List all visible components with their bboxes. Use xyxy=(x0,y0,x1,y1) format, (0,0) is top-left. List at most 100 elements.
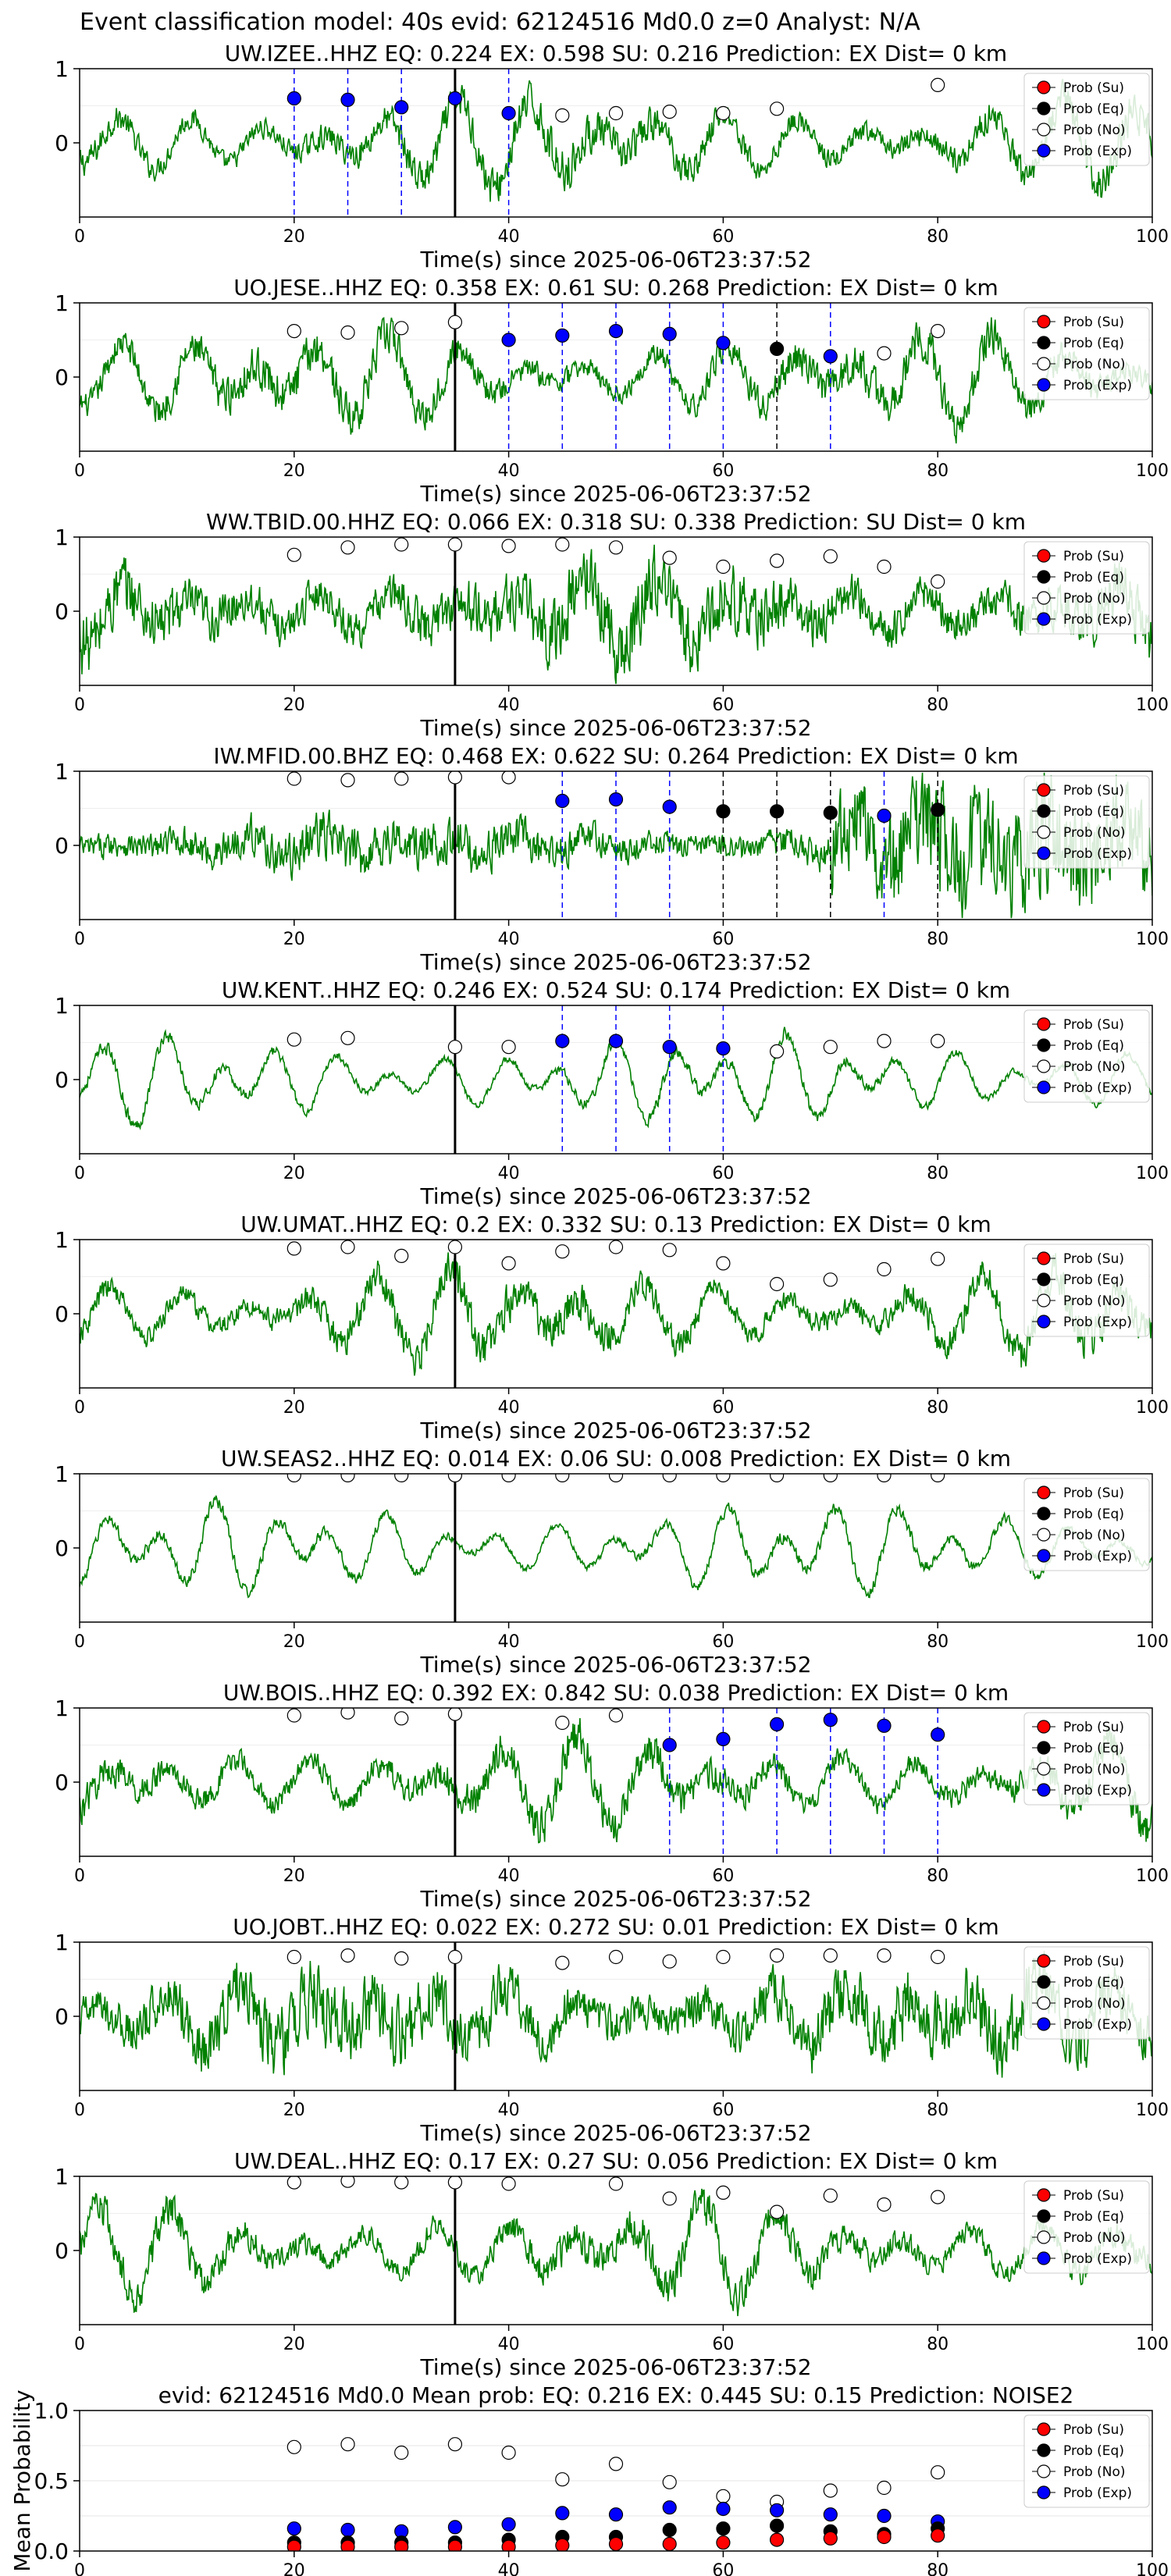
y-tick-label: 1 xyxy=(55,56,69,82)
prob-marker-no xyxy=(662,1474,677,1482)
prob-marker-no xyxy=(340,325,355,340)
prob-marker-no xyxy=(340,773,355,788)
x-tick-label: 80 xyxy=(927,227,949,247)
circle-marker-icon xyxy=(1037,1485,1051,1500)
y-tick-label: 0 xyxy=(55,365,69,390)
x-tick-label: 100 xyxy=(1136,2335,1169,2354)
x-tick-label: 80 xyxy=(927,1866,949,1886)
x-tick-label: 60 xyxy=(712,2101,734,2120)
prob-marker-no xyxy=(877,346,892,361)
prob-marker-no xyxy=(823,549,838,564)
prob-marker-no xyxy=(608,1949,624,1965)
y-tick-label: 0.5 xyxy=(34,2468,69,2494)
x-tick-label: 0 xyxy=(74,1164,85,1183)
y-tick-label: 0 xyxy=(55,2238,69,2264)
panels-container: UW.IZEE..HHZ EQ: 0.224 EX: 0.598 SU: 0.2… xyxy=(9,41,1169,2576)
circle-marker-icon xyxy=(1037,2017,1051,2031)
x-tick-label: 20 xyxy=(283,2561,305,2576)
mean-marker-no xyxy=(447,2437,463,2452)
legend-label: Prob (Eq) xyxy=(1063,1272,1124,1288)
axes-frame xyxy=(79,1473,1153,1623)
circle-marker-icon xyxy=(1037,1017,1051,1031)
x-tick-label: 40 xyxy=(498,930,520,949)
legend-label: Prob (Su) xyxy=(1063,2188,1124,2204)
y-axis-label: Mean Probability xyxy=(9,2389,35,2571)
x-tick-label: 20 xyxy=(283,2101,305,2120)
figure-header: Event classification model: 40s evid: 62… xyxy=(80,9,920,36)
prob-marker-no xyxy=(716,1949,731,1965)
mean-marker-exp xyxy=(662,2500,677,2515)
prob-marker-no xyxy=(662,1954,677,1969)
prob-marker-exp xyxy=(662,326,677,341)
x-tick-label: 100 xyxy=(1136,696,1169,715)
waveform-trace xyxy=(80,1951,1152,2078)
prob-marker-no xyxy=(340,540,355,555)
panel-title: IW.MFID.00.BHZ EQ: 0.468 EX: 0.622 SU: 0… xyxy=(213,743,1018,769)
x-tick-label: 100 xyxy=(1136,930,1169,949)
legend-label: Prob (Su) xyxy=(1063,1251,1124,1267)
prob-marker-exp xyxy=(608,324,624,339)
mean-marker-eq xyxy=(662,2522,677,2538)
circle-marker-icon xyxy=(1037,1059,1051,1073)
x-tick-label: 40 xyxy=(498,2101,520,2120)
prob-marker-no xyxy=(608,2176,624,2191)
legend-label: Prob (No) xyxy=(1063,1762,1126,1777)
x-axis-label: Time(s) since 2025-06-06T23:37:52 xyxy=(419,2354,811,2380)
legend-label: Prob (No) xyxy=(1063,2464,1126,2480)
mean-marker-no xyxy=(823,2483,838,2498)
x-tick-label: 100 xyxy=(1136,1398,1169,1418)
prob-marker-no xyxy=(287,1241,301,1256)
y-tick-label: 1.0 xyxy=(34,2398,69,2424)
legend-label: Prob (Exp) xyxy=(1063,1549,1132,1564)
x-tick-label: 60 xyxy=(712,1866,734,1886)
legend-label: Prob (No) xyxy=(1063,357,1126,372)
legend: Prob (Su) Prob (Eq) Prob (No) Prob (Exp) xyxy=(1023,1478,1150,1571)
panel-uo-jese--hhz: UO.JESE..HHZ EQ: 0.358 EX: 0.61 SU: 0.26… xyxy=(55,275,1169,507)
mean-marker-no xyxy=(877,2480,892,2496)
x-tick-label: 0 xyxy=(74,2335,85,2354)
plot-area xyxy=(80,537,1152,685)
prob-marker-no xyxy=(501,1040,516,1055)
prob-marker-no xyxy=(394,1248,409,1264)
legend-box xyxy=(1023,73,1150,166)
legend-box xyxy=(1023,1478,1150,1571)
mean-marker-su xyxy=(501,2539,516,2551)
x-tick-label: 40 xyxy=(498,2335,520,2354)
circle-marker-icon xyxy=(1037,612,1051,626)
x-tick-label: 40 xyxy=(498,1398,520,1418)
legend-label: Prob (Su) xyxy=(1063,549,1124,564)
legend-label: Prob (Su) xyxy=(1063,80,1124,96)
circle-marker-icon xyxy=(1037,1251,1051,1265)
prob-marker-no xyxy=(287,547,301,562)
circle-marker-icon xyxy=(1037,1954,1051,1968)
x-tick-label: 20 xyxy=(283,1398,305,1418)
x-tick-label: 0 xyxy=(74,461,85,481)
legend: Prob (Su) Prob (Eq) Prob (No) Prob (Exp) xyxy=(1023,1946,1150,2040)
legend-label: Prob (Exp) xyxy=(1063,2017,1132,2033)
legend-label: Prob (Exp) xyxy=(1063,846,1132,862)
prob-marker-no xyxy=(716,1474,731,1482)
mean-marker-exp xyxy=(447,2520,463,2535)
circle-marker-icon xyxy=(1037,80,1051,94)
panel-uw-umat--hhz: UW.UMAT..HHZ EQ: 0.2 EX: 0.332 SU: 0.13 … xyxy=(55,1212,1169,1443)
prob-marker-no xyxy=(555,108,570,123)
panel-title: UW.UMAT..HHZ EQ: 0.2 EX: 0.332 SU: 0.13 … xyxy=(240,1212,991,1237)
prob-marker-no xyxy=(769,2204,785,2219)
prob-marker-no xyxy=(823,1474,838,1482)
prob-marker-exp xyxy=(823,349,838,364)
prob-marker-exp xyxy=(555,328,570,343)
prob-marker-no xyxy=(340,1030,355,1045)
prob-marker-exp xyxy=(662,1738,677,1752)
prob-marker-no xyxy=(447,2176,462,2190)
x-axis-label: Time(s) since 2025-06-06T23:37:52 xyxy=(419,247,811,272)
mean-marker-su xyxy=(340,2539,355,2551)
panel-iw-mfid-00-bhz: IW.MFID.00.BHZ EQ: 0.468 EX: 0.622 SU: 0… xyxy=(55,743,1169,975)
plot-area xyxy=(80,1708,1152,1856)
y-tick-label: 1 xyxy=(55,993,69,1019)
x-tick-label: 80 xyxy=(927,2101,949,2120)
circle-marker-icon xyxy=(1037,591,1051,605)
prob-marker-no xyxy=(447,771,462,785)
x-tick-label: 100 xyxy=(1136,1866,1169,1886)
circle-marker-icon xyxy=(1037,570,1051,584)
y-tick-label: 0 xyxy=(55,833,69,859)
